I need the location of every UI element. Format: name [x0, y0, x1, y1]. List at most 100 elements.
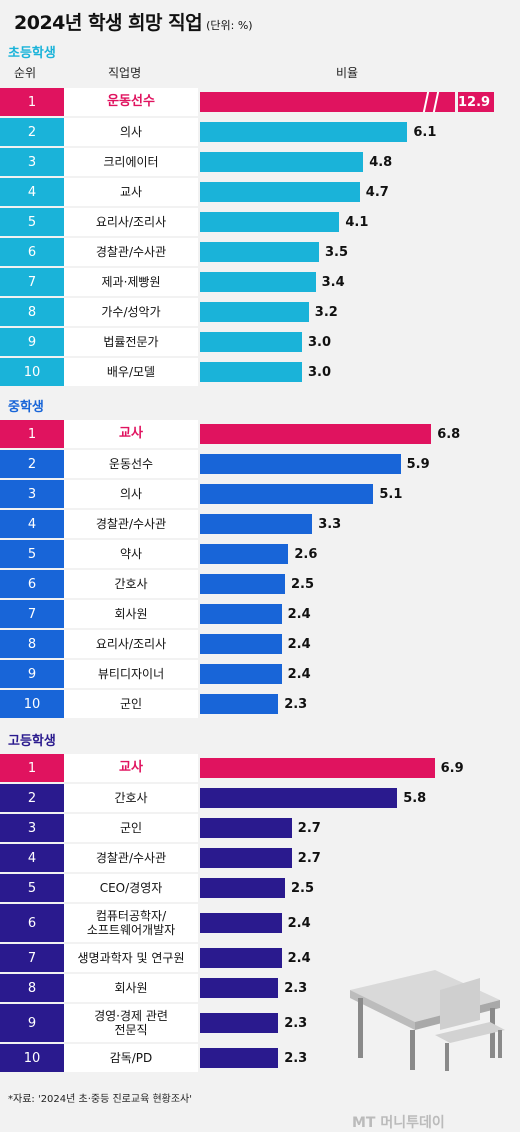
table-row: 10 군인 2.3: [0, 690, 520, 718]
job-name: 약사: [64, 540, 198, 568]
table-row: 9 경영·경제 관련 전문직 2.3: [0, 1004, 520, 1042]
bar: [200, 604, 282, 624]
rank-cell: 2: [0, 450, 64, 478]
rank-cell: 5: [0, 874, 64, 902]
value-label: 12.9: [458, 92, 495, 112]
job-name: 요리사/조리사: [64, 208, 198, 236]
section-label: 초등학생: [8, 46, 56, 61]
rank-cell: 7: [0, 944, 64, 972]
table-row: 4 경찰관/수사관 3.3: [0, 510, 520, 538]
rank-cell: 3: [0, 480, 64, 508]
job-name: 경찰관/수사관: [64, 844, 198, 872]
value-label: 2.4: [287, 606, 311, 622]
table-row: 1 교사 6.8: [0, 420, 520, 448]
job-name: 회사원: [64, 974, 198, 1002]
job-name: 의사: [64, 480, 198, 508]
job-name: 생명과학자 및 연구원: [64, 944, 198, 972]
desk-illustration: [350, 970, 505, 1071]
section-label: 고등학생: [8, 734, 56, 749]
rank-cell: 7: [0, 268, 64, 296]
value-label: 2.3: [284, 1050, 308, 1066]
table-row: 1 운동선수 12.9: [0, 88, 520, 116]
bar: [200, 694, 279, 714]
rank-cell: 10: [0, 1044, 64, 1072]
rank-cell: 2: [0, 784, 64, 812]
bar: [200, 1048, 279, 1068]
rank-cell: 8: [0, 630, 64, 658]
bar: [200, 272, 316, 292]
header-job: 직업명: [108, 66, 142, 80]
job-name: 회사원: [64, 600, 198, 628]
table-row: 1 교사 6.9: [0, 754, 520, 782]
table-row: 10 배우/모델 3.0: [0, 358, 520, 386]
bar: [200, 978, 279, 998]
job-name: 경영·경제 관련 전문직: [64, 1004, 198, 1042]
job-name: 간호사: [64, 570, 198, 598]
rank-cell: 8: [0, 298, 64, 326]
job-name: 컴퓨터공학자/소프트웨어개발자: [64, 904, 198, 942]
table-row: 5 요리사/조리사 4.1: [0, 208, 520, 236]
rank-cell: 10: [0, 690, 64, 718]
value-label: 6.1: [413, 124, 437, 140]
bar: [200, 332, 302, 352]
table-row: 2 의사 6.1: [0, 118, 520, 146]
table-row: 6 컴퓨터공학자/소프트웨어개발자 2.4: [0, 904, 520, 942]
rank-cell: 5: [0, 540, 64, 568]
value-label: 2.4: [287, 636, 311, 652]
value-label: 5.1: [379, 486, 403, 502]
bar: [200, 818, 292, 838]
job-name: CEO/경영자: [64, 874, 198, 902]
job-name: 배우/모델: [64, 358, 198, 386]
rank-cell: 9: [0, 1004, 64, 1042]
bar: [200, 454, 401, 474]
rank-cell: 3: [0, 148, 64, 176]
value-label: 3.2: [314, 304, 338, 320]
rank-cell: 3: [0, 814, 64, 842]
rank-cell: 6: [0, 904, 64, 942]
value-label: 2.7: [297, 850, 321, 866]
job-name: 감독/PD: [64, 1044, 198, 1072]
rank-cell: 5: [0, 208, 64, 236]
table-row: 2 운동선수 5.9: [0, 450, 520, 478]
bar: [200, 878, 285, 898]
source-note: *자료: '2024년 초·중등 진로교육 현황조사': [8, 1094, 193, 1105]
table-row: 9 뷰티디자이너 2.4: [0, 660, 520, 688]
job-name: 군인: [64, 814, 198, 842]
table-row: 3 군인 2.7: [0, 814, 520, 842]
bar: [200, 664, 282, 684]
value-label: 2.3: [284, 696, 308, 712]
job-name: 교사: [64, 420, 198, 448]
job-name: 운동선수: [64, 88, 198, 116]
bar: [200, 913, 282, 933]
value-label: 2.4: [287, 950, 311, 966]
table-row: 2 간호사 5.8: [0, 784, 520, 812]
bar: [200, 514, 313, 534]
bar: [200, 788, 398, 808]
value-label: 5.8: [403, 790, 427, 806]
table-row: 7 생명과학자 및 연구원 2.4: [0, 944, 520, 972]
value-label: 2.3: [284, 980, 308, 996]
rank-cell: 4: [0, 510, 64, 538]
job-name: 경찰관/수사관: [64, 238, 198, 266]
bar: [200, 544, 289, 564]
job-name: 법률전문가: [64, 328, 198, 356]
table-row: 5 CEO/경영자 2.5: [0, 874, 520, 902]
bar: [200, 302, 309, 322]
rank-cell: 1: [0, 88, 64, 116]
header-rank: 순위: [14, 66, 37, 80]
rank-cell: 6: [0, 570, 64, 598]
job-name: 교사: [64, 754, 198, 782]
job-name: 뷰티디자이너: [64, 660, 198, 688]
rank-cell: 4: [0, 178, 64, 206]
value-label: 4.8: [369, 154, 393, 170]
table-row: 7 회사원 2.4: [0, 600, 520, 628]
bar: [200, 758, 435, 778]
rank-cell: 2: [0, 118, 64, 146]
job-name: 요리사/조리사: [64, 630, 198, 658]
job-name: 경찰관/수사관: [64, 510, 198, 538]
rank-cell: 7: [0, 600, 64, 628]
table-row: 4 교사 4.7: [0, 178, 520, 206]
table-row: 6 경찰관/수사관 3.5: [0, 238, 520, 266]
value-label: 3.0: [308, 364, 332, 380]
bar: [200, 152, 364, 172]
